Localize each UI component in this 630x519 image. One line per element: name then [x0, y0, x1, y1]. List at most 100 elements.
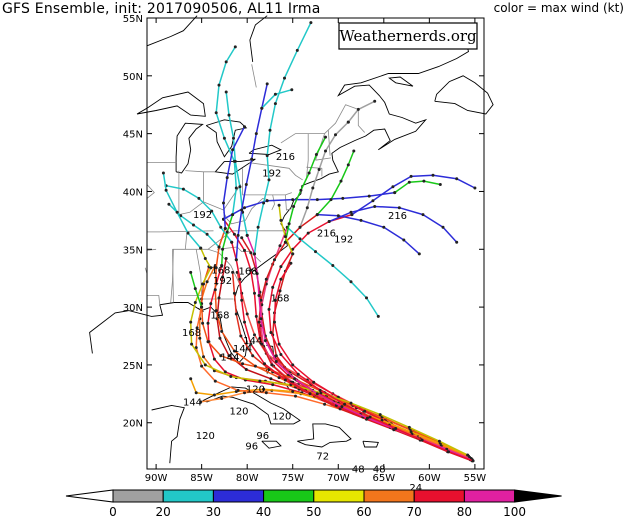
coastline-segment	[297, 423, 352, 448]
track-point	[336, 214, 340, 218]
track-point	[291, 390, 295, 393]
scale-label: 80	[457, 505, 472, 519]
track-point	[243, 320, 246, 324]
track-point	[254, 132, 258, 136]
forecast-hour-label: 168	[182, 328, 201, 339]
ensemble-track	[195, 306, 470, 459]
track-point	[291, 198, 295, 202]
track-point	[298, 237, 302, 241]
forecast-hour-label: 192	[193, 210, 212, 221]
coastline-segment	[205, 119, 248, 158]
track-point	[253, 364, 257, 368]
scale-swatch	[263, 489, 315, 503]
track-point	[223, 370, 227, 374]
track-point	[279, 265, 283, 269]
track-point	[232, 349, 236, 353]
track-point	[200, 364, 204, 368]
track-point	[200, 305, 204, 309]
forecast-hour-label: 120	[229, 407, 248, 418]
track-point	[270, 363, 274, 367]
track-point	[420, 438, 424, 442]
state-border	[147, 295, 161, 305]
track-point	[262, 387, 266, 391]
ensemble-track	[271, 253, 471, 460]
state-border	[170, 249, 174, 303]
state-border	[271, 194, 275, 211]
track-point	[201, 282, 205, 286]
state-border	[242, 168, 292, 196]
color-legend-note: color = max wind (kt)	[493, 1, 624, 15]
lat-tick-label: 40N	[123, 188, 143, 199]
track-point	[195, 326, 199, 330]
state-border	[295, 104, 365, 134]
track-point	[291, 363, 295, 367]
track-point	[315, 213, 319, 217]
track-point	[234, 312, 238, 316]
coastline-segment	[388, 76, 414, 87]
coastline-segment	[434, 75, 494, 115]
track-point	[239, 334, 243, 338]
track-point	[308, 392, 312, 396]
track-point	[250, 157, 254, 161]
track-point	[263, 362, 266, 366]
track-point	[217, 245, 221, 249]
lon-tick-label: 70W	[327, 473, 350, 484]
forecast-hour-label: 72	[316, 452, 329, 463]
forecast-hour-label: 120	[246, 385, 265, 396]
track-point	[365, 296, 368, 300]
track-point	[296, 372, 300, 376]
track-point	[292, 205, 296, 208]
track-point	[299, 188, 303, 192]
state-border	[327, 130, 331, 156]
track-point	[199, 246, 203, 250]
track-point	[307, 171, 311, 175]
track-point	[305, 206, 309, 210]
track-point	[421, 213, 425, 217]
lon-tick-label: 65W	[372, 473, 395, 484]
track-point	[232, 159, 236, 163]
track-point	[217, 296, 221, 300]
track-point	[373, 99, 377, 103]
forecast-hour-label: 168	[210, 311, 229, 322]
forecast-hour-label: 144	[220, 352, 239, 363]
track-point	[274, 360, 278, 363]
track-point	[232, 232, 236, 236]
track-point	[273, 102, 277, 106]
track-point	[294, 394, 297, 398]
track-point	[203, 363, 207, 367]
state-border	[146, 184, 155, 199]
track-point	[262, 201, 266, 205]
track-point	[277, 342, 281, 346]
track-point	[394, 427, 398, 430]
track-point	[287, 222, 291, 226]
track-point	[220, 264, 224, 267]
track-point	[298, 225, 302, 229]
track-point	[164, 188, 168, 192]
track-point	[273, 258, 276, 262]
track-point	[240, 208, 244, 212]
ensemble-track	[220, 214, 234, 266]
track-point	[341, 196, 345, 200]
track-point	[227, 113, 231, 117]
track-point	[271, 383, 275, 387]
track-point	[393, 191, 397, 195]
map-title: GFS Ensemble, init: 2017090506, AL11 Irm…	[2, 1, 321, 17]
track-point	[279, 277, 283, 281]
scale-label: 50	[306, 505, 321, 519]
forecast-hour-label: 168	[239, 267, 258, 278]
track-point	[209, 302, 213, 306]
ensemble-track	[253, 22, 312, 255]
track-point	[186, 231, 190, 235]
track-point	[315, 392, 319, 396]
track-point	[253, 291, 256, 295]
track-point	[249, 268, 253, 272]
track-point	[189, 320, 193, 324]
track-point	[194, 391, 198, 395]
lat-tick-label: 20N	[123, 419, 143, 430]
track-point	[234, 258, 238, 262]
coastline-segment	[136, 91, 206, 117]
scale-high-triangle	[514, 489, 562, 503]
track-point	[273, 92, 277, 96]
track-point	[271, 285, 275, 289]
track-point	[209, 266, 213, 270]
